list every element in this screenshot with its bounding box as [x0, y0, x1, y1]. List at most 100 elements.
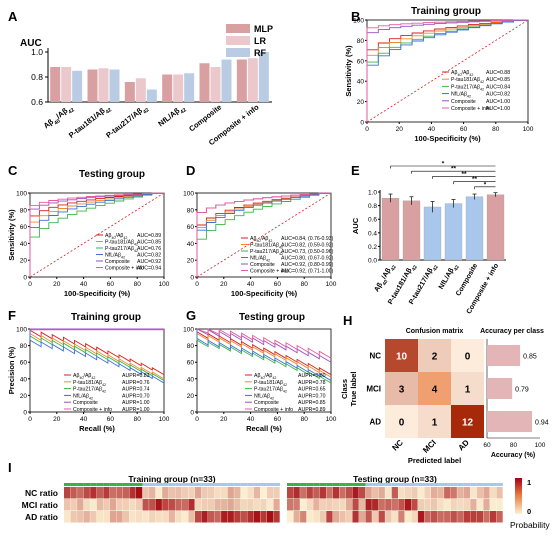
subscript: 42: [123, 236, 127, 240]
i-heat-cell: [90, 487, 97, 499]
x-tick-label: 40: [80, 281, 88, 288]
legend-value: AUC=1.00: [486, 99, 510, 105]
i-class-strip: [457, 483, 464, 486]
h-cell: [418, 339, 451, 372]
i-heat-cell: [260, 487, 267, 499]
e-sig-label: **: [472, 176, 478, 183]
b-title: Training group: [411, 6, 481, 17]
i-class-strip: [181, 483, 189, 486]
legend-value: AUPR=0.70: [122, 393, 150, 399]
x-tick-label: 100: [159, 416, 170, 423]
i-heat-cell: [142, 499, 149, 511]
i-heat-cell: [83, 511, 90, 523]
f-title: Training group: [71, 312, 141, 323]
i-heat-cell: [109, 499, 117, 511]
i-heat-cell: [411, 487, 418, 499]
h-side-title: Accuracy per class: [480, 328, 544, 335]
i-heat-cell: [188, 511, 195, 523]
i-class-strip: [300, 483, 307, 486]
i-heat-cell: [266, 487, 274, 499]
a-bar: [109, 69, 120, 102]
panel-label-a: A: [8, 9, 18, 24]
x-tick-label: 80: [134, 416, 142, 423]
i-heat-cell: [496, 511, 503, 523]
i-heat-cell: [385, 487, 392, 499]
curve-line: [29, 329, 165, 384]
legend-label: Composite: [451, 99, 476, 105]
legend-label: Composite: [73, 400, 98, 406]
a-x-tick-label: P-tau217/Aβ42: [104, 102, 150, 142]
c-plot: 0 20 40 60 80 100 0 20 40 60 80 100 100-Specificity …: [7, 191, 170, 299]
i-class-strip: [293, 483, 301, 486]
y-tick-label: 60: [357, 58, 365, 65]
legend-value: AUC=0.84: [486, 84, 510, 90]
i-heat-cell: [83, 499, 90, 511]
i-heat-cell: [398, 499, 405, 511]
h-plot: Confusion matrix 10 2 0 NC 3 4 1 MCI 0 1 12 AD NC MCI A…: [340, 328, 549, 465]
i-heat-cell: [424, 499, 431, 511]
legend-value: AUPR=0.78: [298, 380, 326, 386]
e-y-tick-label: 0.8: [368, 203, 377, 210]
a-bar: [173, 74, 184, 102]
subscript: 42: [283, 390, 287, 394]
legend-value: AUC=0.73, (0.50-0.96): [281, 249, 334, 255]
x-tick-label: 100: [159, 281, 170, 288]
x-axis-label: 100-Specificity (%): [414, 134, 481, 143]
i-heat-cell: [398, 511, 405, 523]
i-heat-cell: [372, 499, 379, 511]
text-span: Aβ: [117, 233, 123, 239]
i-heat-cell: [300, 487, 307, 499]
i-heat-cell: [240, 499, 247, 511]
i-heat-cell: [431, 487, 438, 499]
text-span: Composite + info: [451, 106, 490, 112]
i-heat-cell: [339, 499, 346, 511]
y-tick-label: 0: [360, 120, 364, 127]
i-heat-cell: [181, 511, 189, 523]
legend-value: AUC=0.85: [137, 240, 161, 246]
i-class-strip: [162, 483, 169, 486]
h-col-label: MCI: [421, 438, 438, 455]
e-y-tick-label: 0.6: [368, 217, 377, 224]
i-heat-cell: [463, 499, 470, 511]
i-heat-cell: [372, 511, 379, 523]
d-plot: 0 20 40 60 80 100 0 20 40 60 80 100 100-Specificity …: [183, 191, 337, 299]
i-heat-cell: [385, 511, 392, 523]
legend-label: NfL/Aβ42: [451, 92, 471, 99]
y-tick-label: 20: [20, 393, 28, 400]
text-span: Composite: [451, 99, 476, 105]
curve-line: [366, 19, 529, 122]
legend-value: AUPR=0.85: [298, 400, 326, 406]
subscript: 42: [134, 243, 138, 247]
i-class-strip: [188, 483, 195, 486]
y-tick-label: 40: [20, 376, 28, 383]
text-span: Aβ: [128, 240, 134, 246]
subscript: 42: [102, 383, 106, 387]
a-x-tick-label: Aβ40/Aβ42: [42, 102, 76, 132]
i-class-strip: [129, 483, 136, 486]
y-tick-label: 0: [190, 410, 194, 417]
i-heat-cell: [417, 511, 425, 523]
legend-label: NfL/Aβ42: [105, 253, 125, 260]
i-heat-cell: [476, 487, 484, 499]
a-x-tick-label: Composite: [187, 102, 223, 133]
subscript: 42: [452, 264, 460, 272]
i-class-strip: [64, 483, 71, 486]
i-heat-cell: [332, 511, 340, 523]
subscript: 42: [283, 383, 287, 387]
i-heat-cell: [437, 511, 444, 523]
i-heat-cell: [313, 511, 320, 523]
i-class-strip: [444, 483, 451, 486]
a-bar: [162, 74, 173, 102]
i-heat-cell: [273, 499, 280, 511]
i-heat-cell: [463, 511, 470, 523]
e-bar: [423, 206, 442, 261]
legend-value: AUPR=0.70: [298, 393, 326, 399]
i-heat-cell: [444, 499, 451, 511]
h-cell: [451, 339, 484, 372]
text-span: NfL/: [451, 92, 461, 98]
h-cell-value: 12: [462, 418, 474, 429]
x-tick-label: 40: [247, 281, 255, 288]
legend-value: AUC=0.82: [137, 253, 161, 259]
h-side-xlabel: Accuracy (%): [491, 452, 535, 459]
i-heat-cell: [326, 511, 333, 523]
